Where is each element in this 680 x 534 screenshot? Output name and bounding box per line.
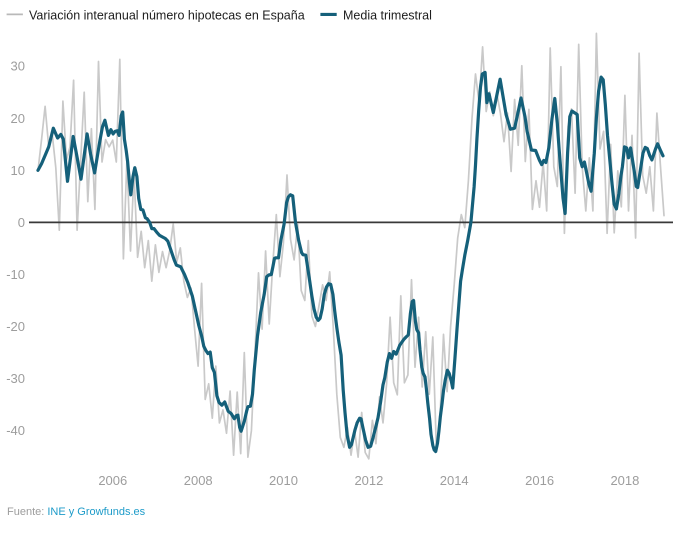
- svg-text:2016: 2016: [525, 473, 554, 488]
- svg-text:10: 10: [11, 163, 25, 178]
- svg-text:Media trimestral: Media trimestral: [343, 9, 432, 23]
- svg-text:Fuente: INE y Growfunds.es: Fuente: INE y Growfunds.es: [7, 506, 146, 518]
- svg-text:2014: 2014: [440, 473, 469, 488]
- svg-text:20: 20: [11, 111, 25, 126]
- svg-text:-10: -10: [6, 267, 25, 282]
- svg-text:2006: 2006: [98, 473, 127, 488]
- svg-text:-20: -20: [6, 319, 25, 334]
- svg-text:-30: -30: [6, 371, 25, 386]
- svg-text:-40: -40: [6, 423, 25, 438]
- svg-text:30: 30: [11, 59, 25, 74]
- svg-text:2018: 2018: [610, 473, 639, 488]
- svg-text:2008: 2008: [184, 473, 213, 488]
- svg-text:Variación interanual número hi: Variación interanual número hipotecas en…: [29, 9, 305, 23]
- svg-text:0: 0: [18, 215, 25, 230]
- svg-text:2012: 2012: [354, 473, 383, 488]
- svg-text:2010: 2010: [269, 473, 298, 488]
